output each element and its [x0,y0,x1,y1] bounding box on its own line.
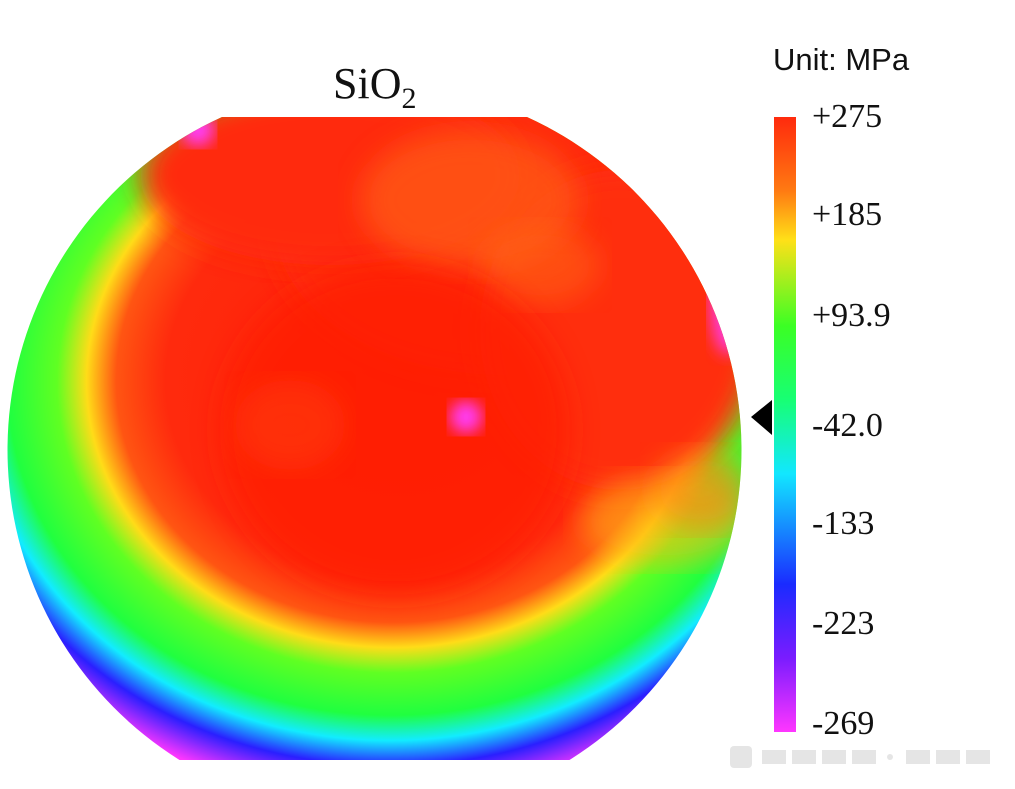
watermark-logo [730,746,990,768]
colorbar-tick-label: +93.9 [812,297,891,334]
orange-patch-mid [480,225,600,305]
chart-title: SiO2 [333,58,416,116]
hotspot-center [450,401,482,433]
hotspot-top-left [182,117,214,146]
colorbar-tick-label: -133 [812,505,875,542]
hotspot-right-edge [710,245,742,355]
colorbar-tick-label: +185 [812,196,883,233]
colorbar-tick-label: +275 [812,98,883,135]
colorbar-marker [751,400,772,435]
wafer-map [7,117,742,760]
colorbar-tick-label: -223 [812,605,875,642]
colorbar-tick-label: -269 [812,705,875,742]
unit-label: Unit: MPa [773,42,910,77]
title-main: SiO [333,59,402,108]
core-region [220,265,570,595]
title-subscript: 2 [401,81,417,115]
colorbar [774,117,796,732]
colorbar-tick-label: -42.0 [812,407,883,444]
core-highlight [235,380,345,470]
orange-band-right [650,450,742,530]
